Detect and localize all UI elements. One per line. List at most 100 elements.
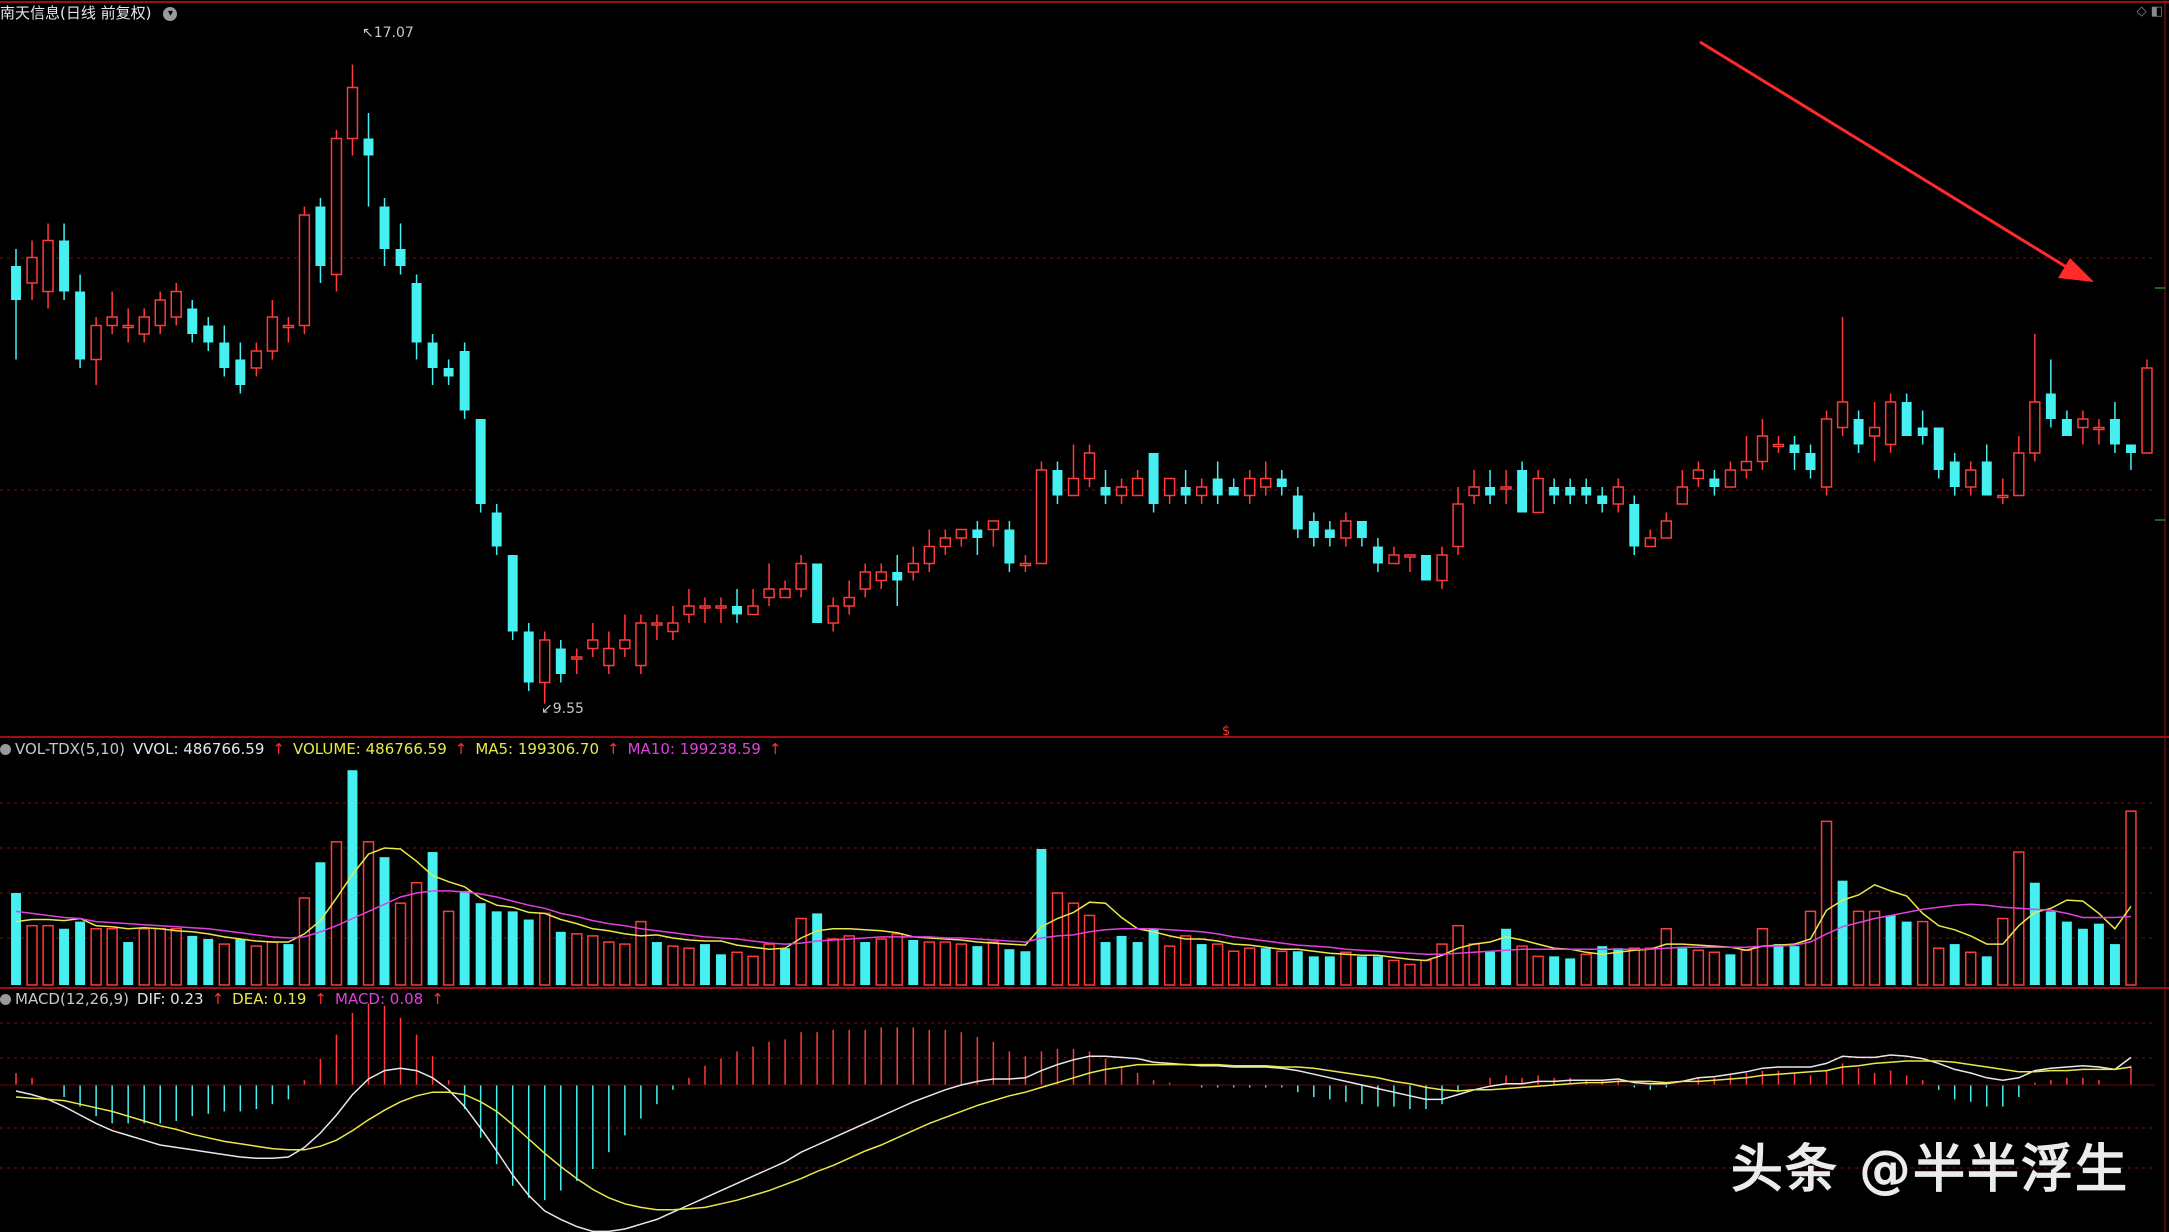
- volume-bar: [250, 945, 263, 986]
- volume-bar: [683, 947, 695, 986]
- volume-bar: [1163, 945, 1176, 986]
- volume-ma5-line: [15, 847, 2132, 962]
- candle-body: [379, 206, 390, 249]
- volume-bar: [266, 941, 279, 986]
- candle-body: [1180, 487, 1191, 496]
- volume-bar: [1740, 949, 1753, 986]
- candle-body: [411, 283, 422, 343]
- candle-body: [1388, 554, 1400, 565]
- up-arrow-icon: ↑: [431, 990, 444, 1008]
- candle-body: [1629, 504, 1640, 547]
- up-arrow-icon: ↑: [607, 740, 620, 758]
- volume-bar: [1067, 902, 1080, 986]
- volume-bar: [875, 938, 887, 986]
- candle-body: [892, 572, 903, 581]
- candle-body: [635, 622, 647, 667]
- candle-body: [795, 562, 807, 590]
- candle-body: [1949, 461, 1960, 487]
- candle-body: [2029, 401, 2041, 454]
- volume-bar: [2109, 944, 2120, 985]
- candle-body: [1163, 477, 1176, 497]
- volume-bar: [123, 942, 134, 985]
- candle-body: [11, 266, 21, 300]
- annotation-arrow-line: [1699, 40, 2069, 270]
- volume-indicator-header[interactable]: VOL-TDX(5,10) VVOL: 486766.59 ↑ VOLUME: 486…: [0, 740, 789, 758]
- candle-body: [90, 324, 102, 361]
- volume-bar: [106, 928, 118, 986]
- candle-body: [1067, 477, 1080, 497]
- candle-body: [1356, 521, 1367, 538]
- candle-body: [747, 605, 759, 616]
- volume-bar: [1436, 943, 1448, 986]
- volume-bar: [1196, 944, 1207, 985]
- chevron-down-icon[interactable]: ▾: [163, 6, 178, 21]
- volume-bar: [1565, 958, 1576, 985]
- candle-body: [1612, 486, 1624, 505]
- volume-bar: [347, 770, 358, 985]
- volume-bar: [1468, 943, 1480, 986]
- indicator-menu-icon[interactable]: [0, 994, 11, 1005]
- volume-bar: [90, 928, 102, 986]
- candle-body: [1709, 478, 1720, 487]
- volume-bar: [2093, 923, 2104, 985]
- volume-bar: [507, 911, 518, 985]
- candle-body: [1805, 453, 1816, 470]
- volume-bar: [1837, 880, 1848, 985]
- candle-body: [1933, 427, 1944, 470]
- volume-bar: [1725, 954, 1736, 985]
- volume-bar: [955, 943, 968, 986]
- s-marker: $: [1222, 724, 1230, 739]
- volume-bar: [987, 941, 1000, 986]
- volume-bar: [459, 890, 470, 985]
- volume-bar: [1036, 848, 1047, 985]
- candle-body: [1035, 469, 1048, 565]
- volume-bar: [1644, 947, 1657, 986]
- volume-bar: [1340, 951, 1352, 986]
- candle-body: [1581, 487, 1592, 496]
- candle-body: [1228, 487, 1239, 496]
- candle-body: [987, 520, 1000, 531]
- candle-body: [1083, 452, 1096, 480]
- volume-bar: [394, 902, 407, 986]
- chart-title[interactable]: 南天信息(日线 前复权) ▾: [0, 4, 185, 22]
- candle-body: [1692, 469, 1705, 480]
- volume-bar: [2061, 921, 2072, 985]
- up-arrow-icon: ↑: [454, 740, 468, 758]
- candle-body: [619, 639, 631, 650]
- candle-body: [363, 138, 374, 156]
- volume-bar: [154, 928, 166, 986]
- candle-body: [170, 290, 182, 318]
- volume-bar: [2045, 911, 2056, 985]
- panel-corner-icons[interactable]: ◇ ◧: [2136, 4, 2163, 19]
- volume-bar: [298, 897, 311, 986]
- volume-bar: [442, 910, 455, 986]
- volume-bar: [379, 857, 390, 985]
- candle-body: [203, 325, 214, 343]
- candle-body: [1517, 470, 1528, 513]
- candle-body: [955, 528, 968, 539]
- volume-bar: [26, 924, 38, 986]
- volume-bar: [235, 938, 246, 985]
- volume-bar: [972, 946, 983, 985]
- candle-body: [443, 368, 454, 377]
- volume-bar: [330, 841, 343, 986]
- volume-bar: [1211, 943, 1224, 986]
- candle-body: [1436, 554, 1448, 582]
- candle-body: [571, 656, 583, 660]
- volume-bar: [843, 935, 855, 986]
- volume-bar: [1020, 951, 1031, 985]
- candle-body: [1532, 477, 1544, 514]
- candle-body: [282, 324, 295, 329]
- indicator-menu-icon[interactable]: [0, 744, 11, 755]
- candle-body: [523, 631, 534, 683]
- candle-body: [1981, 461, 1992, 496]
- candle-body: [330, 137, 343, 276]
- vol-ma10-value: MA10: 199238.59: [627, 740, 761, 758]
- candle-body: [1644, 537, 1657, 548]
- volume-bar: [59, 928, 70, 985]
- candle-body: [1917, 427, 1928, 436]
- volume-bar: [1276, 950, 1288, 986]
- candle-body: [715, 605, 727, 609]
- macd-indicator-header[interactable]: MACD(12,26,9) DIF: 0.23 ↑ DEA: 0.19 ↑ MACD: 0…: [0, 990, 452, 1008]
- candle-body: [2141, 367, 2153, 454]
